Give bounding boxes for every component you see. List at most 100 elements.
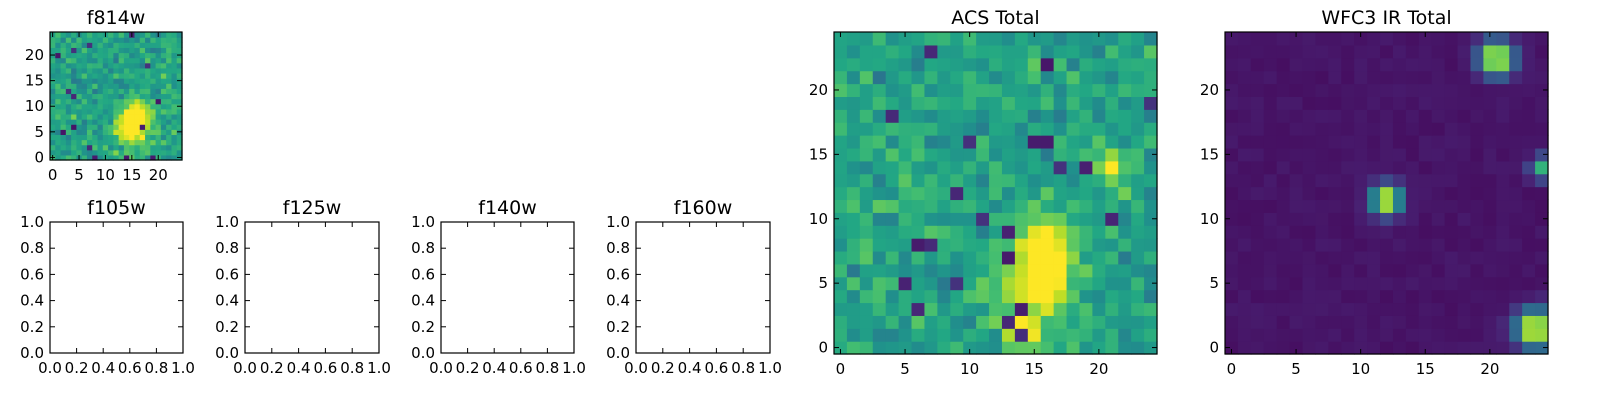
heatmap-cell [1118, 315, 1132, 329]
heatmap-cell [150, 103, 157, 110]
heatmap-cell [1367, 199, 1381, 213]
y-tick-label: 0 [818, 339, 828, 357]
heatmap-cell [1118, 302, 1132, 316]
heatmap-cell [1289, 96, 1304, 110]
heatmap-cell [92, 93, 99, 100]
heatmap-cell [1470, 135, 1484, 149]
heatmap-cell [1263, 57, 1278, 72]
heatmap-cell [108, 88, 114, 95]
heatmap-cell [97, 129, 104, 135]
heatmap-cell [1040, 276, 1055, 291]
heatmap-cell [976, 289, 990, 304]
heatmap-cell [1237, 135, 1252, 149]
heatmap-cell [1509, 160, 1523, 175]
heatmap-cell [1276, 263, 1291, 278]
heatmap-cell [160, 52, 167, 59]
heatmap-cell [846, 186, 861, 201]
heatmap-cell [1131, 315, 1145, 329]
heatmap-cell [1105, 44, 1119, 59]
heatmap-cell [118, 139, 125, 146]
heatmap-cell [1053, 32, 1068, 46]
heatmap-cell [1225, 70, 1239, 85]
heatmap-cell [113, 154, 120, 161]
heatmap-cell [885, 44, 900, 59]
heatmap-cell [1496, 315, 1510, 329]
heatmap-cell [846, 173, 861, 188]
heatmap-cell [898, 160, 913, 175]
heatmap-cell [1053, 250, 1068, 265]
panel-title: f140w [478, 197, 537, 219]
heatmap-cell [1144, 109, 1158, 123]
heatmap-cell [155, 103, 162, 110]
heatmap-cell [166, 93, 173, 100]
heatmap-cell [123, 113, 130, 120]
heatmap-cell [166, 78, 173, 84]
heatmap-cell [1225, 186, 1239, 201]
heatmap-cell [76, 57, 83, 64]
heatmap-cell [97, 62, 104, 69]
heatmap-cell [1535, 186, 1549, 201]
heatmap-cell [1250, 44, 1265, 59]
heatmap-cell [1405, 109, 1420, 123]
heatmap-cell [1225, 328, 1239, 342]
heatmap-cell [1405, 341, 1420, 355]
heatmap-cell [134, 113, 141, 120]
heatmap-cell [1250, 250, 1265, 265]
heatmap-cell [1341, 315, 1355, 329]
heatmap-cell [976, 199, 990, 213]
heatmap-cell [1535, 250, 1549, 265]
heatmap-cell [86, 98, 93, 105]
heatmap-cell [160, 42, 167, 48]
heatmap-cell [1457, 83, 1472, 97]
heatmap-cell [81, 42, 88, 48]
heatmap-cell [1367, 238, 1381, 252]
heatmap-cell [976, 212, 990, 226]
heatmap-cell [139, 57, 146, 64]
heatmap-cell [911, 96, 926, 110]
heatmap-cell [160, 57, 167, 64]
heatmap-cell [1483, 250, 1497, 265]
heatmap-cell [1053, 135, 1068, 149]
heatmap-cell [1092, 341, 1106, 355]
heatmap-cell [1431, 341, 1446, 355]
heatmap-cell [1315, 315, 1329, 329]
heatmap-cell [1250, 315, 1265, 329]
heatmap-cell [71, 57, 77, 64]
heatmap-cell [1367, 147, 1381, 162]
heatmap-cell [1496, 135, 1510, 149]
heatmap-cell [989, 83, 1003, 97]
heatmap-cell [86, 52, 93, 59]
heatmap-cell [1535, 147, 1549, 162]
heatmap-cell [1144, 32, 1158, 46]
heatmap-cell [1225, 250, 1239, 265]
heatmap-cell [150, 119, 157, 125]
heatmap-cell [1053, 225, 1068, 239]
heatmap-cell [1053, 199, 1068, 213]
heatmap-cell [1380, 289, 1394, 304]
heatmap-cell [1328, 70, 1342, 85]
heatmap-cell [976, 147, 990, 162]
heatmap-cell [834, 70, 848, 85]
heatmap-cell [118, 124, 125, 130]
heatmap-cell [60, 154, 67, 161]
heatmap-cell [1483, 315, 1497, 329]
heatmap-cell [911, 135, 926, 149]
heatmap-cell [1263, 289, 1278, 304]
heatmap-cell [1341, 328, 1355, 342]
heatmap-cell [937, 289, 951, 304]
heatmap-cell [1263, 122, 1278, 136]
heatmap-cell [885, 289, 900, 304]
heatmap-cell [1431, 276, 1446, 291]
heatmap-cell [859, 225, 874, 239]
heatmap-cell [166, 98, 173, 105]
heatmap-cell [989, 263, 1003, 278]
heatmap-cell [123, 129, 130, 135]
heatmap-cell [160, 124, 167, 130]
heatmap-cell [1066, 302, 1081, 316]
heatmap-cell [171, 93, 178, 100]
heatmap-cell [92, 57, 99, 64]
heatmap-cell [139, 72, 146, 79]
heatmap-cell [86, 108, 93, 115]
heatmap-cell [65, 154, 72, 161]
